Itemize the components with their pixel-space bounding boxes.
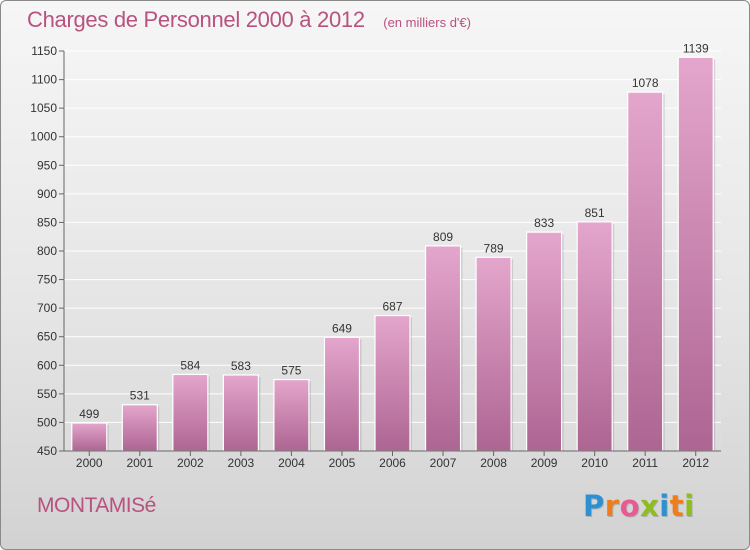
bar [273, 378, 310, 452]
data-label: 584 [180, 358, 200, 372]
logo-letter: o [619, 489, 641, 523]
bar [323, 336, 361, 452]
bars [71, 56, 716, 452]
data-label: 499 [79, 407, 99, 421]
chart-subtitle: (en milliers d'€) [383, 15, 471, 30]
logo-letter: i [659, 489, 670, 523]
chart-title: Charges de Personnel 2000 à 2012 [27, 7, 365, 32]
y-tick-label: 850 [37, 215, 57, 229]
x-tick-label: 2003 [228, 456, 255, 470]
data-label: 851 [585, 206, 605, 220]
bar [526, 231, 563, 452]
bar [576, 221, 613, 452]
y-tick-label: 650 [37, 330, 57, 344]
x-tick-label: 2012 [682, 456, 709, 470]
y-tick-label: 550 [37, 387, 57, 401]
bar [424, 245, 462, 452]
x-tick-label: 2009 [531, 456, 558, 470]
data-labels: 499 531 584 583 575 649 687 809 789 833 851 1078 113… [79, 41, 709, 421]
y-tick-label: 750 [37, 273, 57, 287]
y-tick-label: 900 [37, 187, 57, 201]
bar [121, 404, 158, 452]
x-tick-label: 2008 [480, 456, 507, 470]
bar [222, 374, 259, 452]
y-tick-label: 1050 [30, 101, 57, 115]
y-tick-label: 600 [37, 358, 57, 372]
y-tick-label: 700 [37, 301, 57, 315]
y-tick-label: 800 [37, 244, 57, 258]
data-label: 649 [332, 321, 352, 335]
x-tick-label: 2007 [430, 456, 457, 470]
x-tick-label: 2006 [379, 456, 406, 470]
bar [475, 256, 512, 452]
y-tick-label: 1100 [31, 73, 57, 87]
data-label: 687 [382, 300, 402, 314]
logo-letter: P [583, 489, 605, 523]
data-label: 575 [281, 364, 301, 378]
bar [71, 422, 108, 452]
logo-letter: t [669, 489, 685, 523]
logo-letter: x [640, 489, 660, 523]
y-tick-label: 500 [37, 415, 57, 429]
data-label: 1139 [683, 41, 709, 55]
logo-letter: i [684, 489, 695, 523]
y-tick-label: 1150 [31, 44, 57, 58]
bar [172, 373, 209, 452]
y-tick-labels: 450 500 550 600 650 700 750 800 850 900 950 1000 105… [30, 44, 57, 458]
data-label: 583 [231, 359, 251, 373]
x-tick-label: 2005 [329, 456, 356, 470]
x-tick-labels: 2000 2001 2002 2003 2004 2005 2006 2007 2008 2009… [76, 456, 709, 470]
y-tick-label: 1000 [30, 130, 57, 144]
x-tick-label: 2010 [581, 456, 608, 470]
data-label: 833 [534, 216, 554, 230]
axes [59, 50, 721, 456]
y-tick-label: 450 [37, 444, 57, 458]
x-tick-label: 2011 [632, 456, 658, 470]
data-label: 531 [130, 389, 150, 403]
data-label: 1078 [632, 76, 659, 90]
data-label: 809 [433, 230, 453, 244]
bar [627, 91, 664, 452]
town-name: MONTAMISé [37, 494, 156, 517]
x-tick-label: 2002 [177, 456, 204, 470]
y-tick-label: 950 [37, 158, 57, 172]
bar [677, 56, 714, 452]
x-tick-label: 2000 [76, 456, 103, 470]
data-label: 789 [484, 241, 504, 255]
logo-letter: r [604, 489, 620, 523]
title-row: Charges de Personnel 2000 à 2012 (en mil… [27, 7, 471, 33]
x-tick-label: 2004 [278, 456, 305, 470]
x-tick-label: 2001 [126, 456, 153, 470]
proxiti-logo[interactable]: Proxiti [583, 489, 695, 523]
bar [374, 314, 411, 452]
